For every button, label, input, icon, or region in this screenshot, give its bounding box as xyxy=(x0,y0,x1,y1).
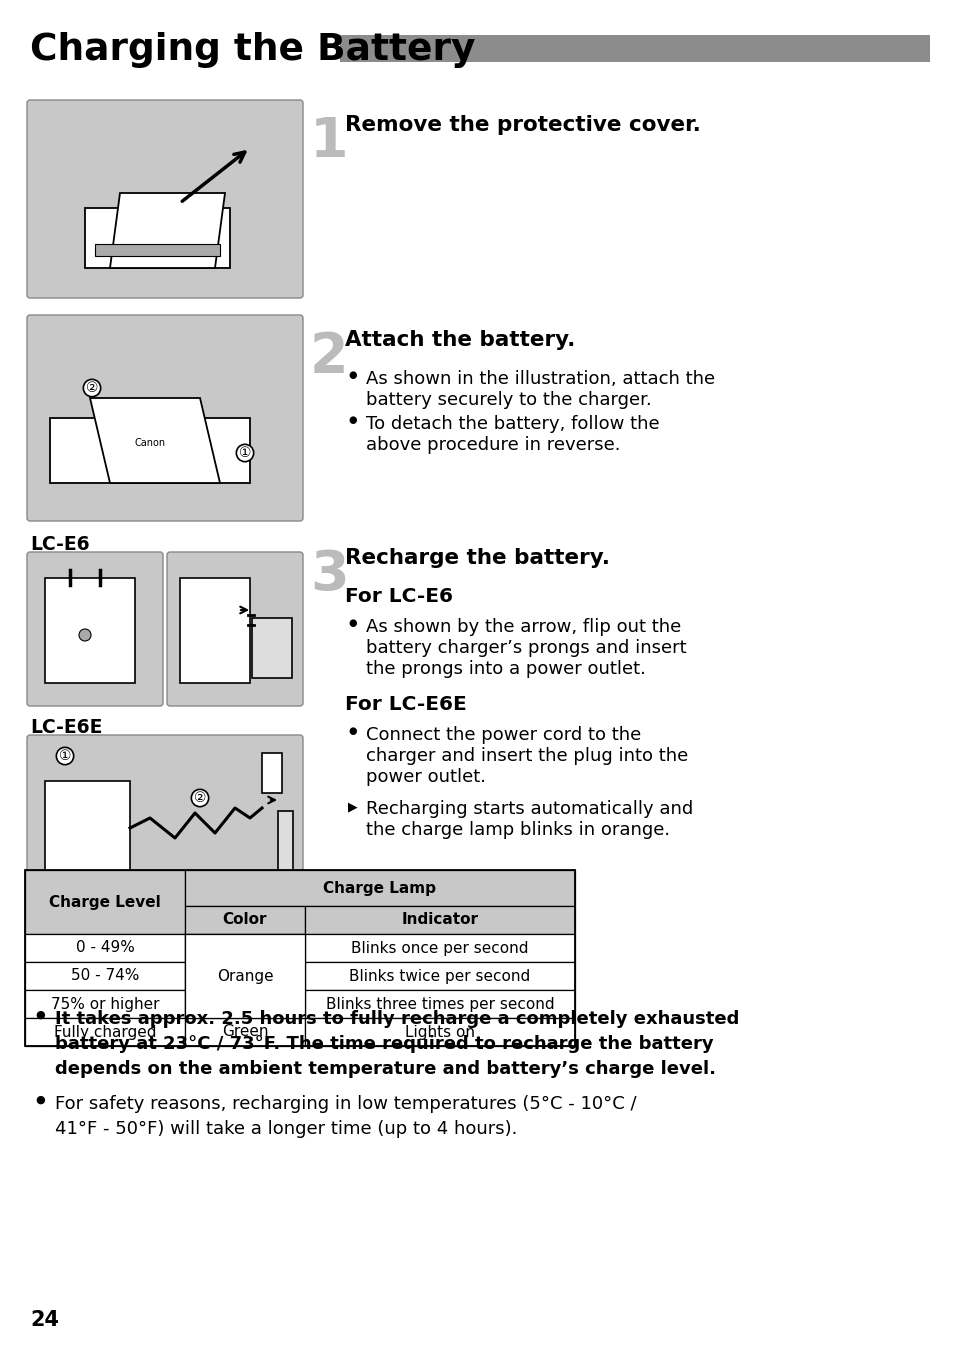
Text: depends on the ambient temperature and battery’s charge level.: depends on the ambient temperature and b… xyxy=(55,1060,716,1077)
Text: Remove the protective cover.: Remove the protective cover. xyxy=(345,116,700,134)
Text: Orange: Orange xyxy=(216,968,273,983)
Text: battery at 23°C / 73°F. The time required to recharge the battery: battery at 23°C / 73°F. The time require… xyxy=(55,1036,713,1053)
Text: above procedure in reverse.: above procedure in reverse. xyxy=(366,436,619,455)
Text: Attach the battery.: Attach the battery. xyxy=(345,330,575,350)
Text: ▶: ▶ xyxy=(348,800,357,812)
Text: the charge lamp blinks in orange.: the charge lamp blinks in orange. xyxy=(366,820,669,839)
Bar xyxy=(45,578,135,683)
Bar xyxy=(185,907,305,933)
Text: power outlet.: power outlet. xyxy=(366,768,485,785)
Text: Charge Level: Charge Level xyxy=(49,894,161,909)
Bar xyxy=(339,35,929,62)
Text: To detach the battery, follow the: To detach the battery, follow the xyxy=(366,416,659,433)
FancyBboxPatch shape xyxy=(27,315,303,521)
Bar xyxy=(185,990,305,1018)
Bar xyxy=(305,990,575,1018)
Text: Connect the power cord to the: Connect the power cord to the xyxy=(366,726,640,744)
Text: Recharging starts automatically and: Recharging starts automatically and xyxy=(366,800,693,818)
Polygon shape xyxy=(90,398,220,483)
Text: 0 - 49%: 0 - 49% xyxy=(75,940,134,955)
Bar xyxy=(25,1018,185,1046)
Bar xyxy=(277,811,293,886)
Bar xyxy=(45,781,130,881)
Text: Recharge the battery.: Recharge the battery. xyxy=(345,547,609,568)
Text: battery charger’s prongs and insert: battery charger’s prongs and insert xyxy=(366,639,686,656)
Text: 24: 24 xyxy=(30,1310,59,1330)
Text: For LC-E6E: For LC-E6E xyxy=(345,695,466,714)
Text: ①: ① xyxy=(59,749,71,763)
Text: For safety reasons, recharging in low temperatures (5°C - 10°C /: For safety reasons, recharging in low te… xyxy=(55,1095,636,1114)
Bar xyxy=(305,1018,575,1046)
Text: Charge Lamp: Charge Lamp xyxy=(323,881,436,896)
Bar xyxy=(25,962,185,990)
Bar xyxy=(185,1018,305,1046)
Text: Fully charged: Fully charged xyxy=(53,1025,156,1040)
Text: Charging the Battery: Charging the Battery xyxy=(30,32,475,69)
Bar xyxy=(305,933,575,962)
Text: 3: 3 xyxy=(310,547,348,603)
FancyBboxPatch shape xyxy=(167,551,303,706)
Text: charger and insert the plug into the: charger and insert the plug into the xyxy=(366,746,687,765)
Bar xyxy=(185,933,305,962)
Text: Lights on: Lights on xyxy=(405,1025,475,1040)
Text: Indicator: Indicator xyxy=(401,912,478,928)
Bar xyxy=(252,617,292,678)
Text: Color: Color xyxy=(222,912,267,928)
FancyBboxPatch shape xyxy=(27,734,303,909)
Text: ②: ② xyxy=(86,381,98,395)
Text: 50 - 74%: 50 - 74% xyxy=(71,968,139,983)
Bar xyxy=(85,208,230,268)
Text: Blinks once per second: Blinks once per second xyxy=(351,940,528,955)
FancyBboxPatch shape xyxy=(27,551,163,706)
Text: 2: 2 xyxy=(310,330,348,385)
Text: 1: 1 xyxy=(310,116,348,169)
Text: LC-E6E: LC-E6E xyxy=(30,718,102,737)
Bar xyxy=(95,243,220,256)
Circle shape xyxy=(79,629,91,642)
Text: Blinks three times per second: Blinks three times per second xyxy=(325,997,554,1011)
Bar xyxy=(25,870,185,933)
Text: 75% or higher: 75% or higher xyxy=(51,997,159,1011)
Text: It takes approx. 2.5 hours to fully recharge a completely exhausted: It takes approx. 2.5 hours to fully rech… xyxy=(55,1010,739,1028)
Bar xyxy=(262,753,282,794)
FancyBboxPatch shape xyxy=(27,100,303,299)
Bar xyxy=(25,870,575,1046)
Text: ●: ● xyxy=(348,370,356,381)
Bar xyxy=(305,962,575,990)
Text: ●: ● xyxy=(348,416,356,425)
Bar xyxy=(185,870,575,907)
Text: ●: ● xyxy=(35,1095,45,1106)
Text: ①: ① xyxy=(238,447,251,460)
Bar xyxy=(185,962,305,990)
Text: LC-E6: LC-E6 xyxy=(30,535,90,554)
Text: ②: ② xyxy=(193,791,206,806)
Text: the prongs into a power outlet.: the prongs into a power outlet. xyxy=(366,660,645,678)
Text: Green: Green xyxy=(221,1025,268,1040)
Bar xyxy=(25,990,185,1018)
Text: ●: ● xyxy=(348,726,356,736)
Bar xyxy=(185,933,305,1018)
Text: 41°F - 50°F) will take a longer time (up to 4 hours).: 41°F - 50°F) will take a longer time (up… xyxy=(55,1120,517,1138)
Bar xyxy=(305,907,575,933)
Text: For LC-E6: For LC-E6 xyxy=(345,586,453,607)
Text: Blinks twice per second: Blinks twice per second xyxy=(349,968,530,983)
Text: ●: ● xyxy=(348,617,356,628)
Bar xyxy=(50,418,250,483)
Bar xyxy=(25,933,185,962)
Text: battery securely to the charger.: battery securely to the charger. xyxy=(366,391,651,409)
Text: ●: ● xyxy=(35,1010,45,1020)
Text: As shown by the arrow, flip out the: As shown by the arrow, flip out the xyxy=(366,617,680,636)
Polygon shape xyxy=(110,192,225,268)
Text: As shown in the illustration, attach the: As shown in the illustration, attach the xyxy=(366,370,715,387)
Bar xyxy=(180,578,250,683)
Text: Canon: Canon xyxy=(134,438,166,448)
